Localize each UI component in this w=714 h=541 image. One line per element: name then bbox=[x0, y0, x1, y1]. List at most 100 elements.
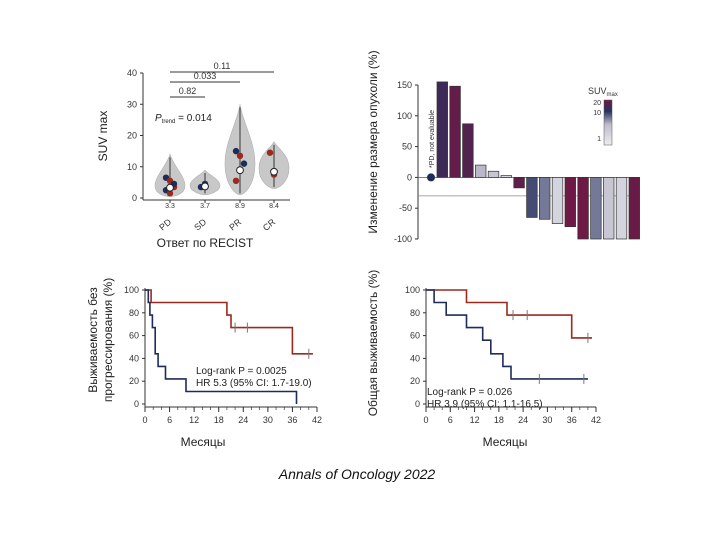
pfs-annotation-line2: HR 5.3 (95% CI: 1.7-19.0) bbox=[196, 378, 312, 389]
p-trend-value: = 0.014 bbox=[175, 113, 212, 124]
waterfall-bar bbox=[475, 164, 487, 178]
violin-y-tick-label: 0 bbox=[132, 193, 137, 203]
waterfall-y-tick-label: 0 bbox=[407, 172, 412, 182]
suv-violin-chart: SUV max Ответ по RECIST Ptrend = 0.014 0… bbox=[96, 61, 290, 250]
waterfall-bar bbox=[551, 177, 564, 224]
p-trend-annotation: Ptrend = 0.014 bbox=[155, 113, 212, 125]
violin-x-tick-label: SD bbox=[192, 217, 208, 233]
violin-point bbox=[240, 160, 248, 167]
km-y-tick-label: 80 bbox=[129, 308, 139, 318]
km-x-tick-label: 30 bbox=[263, 415, 273, 425]
km-x-tick-label: 24 bbox=[238, 415, 248, 425]
waterfall-y-tick-label: -50 bbox=[399, 203, 412, 213]
violin-x-tick-label: PR bbox=[227, 217, 243, 233]
tumor-waterfall-chart: Изменение размера опухоли (%) *PD, not e… bbox=[366, 50, 640, 244]
os-annotation-line2: HR 3.9 (95% CI: 1.1-16.5) bbox=[427, 399, 543, 410]
waterfall-bar bbox=[526, 177, 538, 218]
figure-caption: Annals of Oncology 2022 bbox=[278, 466, 436, 482]
violin-point bbox=[266, 149, 274, 156]
km-x-tick-label: 0 bbox=[423, 415, 428, 425]
waterfall-y-tick-label: 50 bbox=[402, 142, 412, 152]
km-x-tick-label: 6 bbox=[167, 415, 172, 425]
km-y-tick-label: 100 bbox=[405, 285, 420, 295]
os-annotation-line1: Log-rank P = 0.026 bbox=[427, 387, 513, 398]
violin-point bbox=[232, 147, 240, 155]
os-x-title: Месяцы bbox=[483, 435, 528, 449]
waterfall-y-title: Изменение размера опухоли (%) bbox=[366, 50, 380, 233]
suv-legend-tick: 1 bbox=[597, 136, 601, 143]
km-x-tick-label: 0 bbox=[142, 415, 147, 425]
km-x-tick-label: 42 bbox=[591, 415, 601, 425]
km-x-tick-label: 36 bbox=[567, 415, 577, 425]
pfs-x-title: Месяцы bbox=[181, 435, 226, 449]
violin-median-label: 3.3 bbox=[165, 203, 175, 210]
waterfall-bar bbox=[628, 177, 640, 240]
suv-legend-title-main: SUV bbox=[588, 86, 607, 96]
p-trend-label: P bbox=[155, 113, 162, 124]
waterfall-bar bbox=[436, 81, 448, 178]
violin-median-label: 8.9 bbox=[235, 203, 245, 210]
suv-legend-title: SUVmax bbox=[588, 86, 618, 98]
pfs-y-title-line1: Выживаемость без bbox=[86, 287, 100, 393]
pfs-y-title-line2: прогрессирования (%) bbox=[101, 278, 115, 402]
waterfall-y-tick-label: 150 bbox=[397, 80, 412, 90]
suv-legend-tick: 10 bbox=[593, 110, 601, 117]
violin-median-marker bbox=[166, 183, 174, 192]
significance-label: 0.033 bbox=[194, 71, 217, 81]
waterfall-bar bbox=[590, 177, 602, 240]
km-x-tick-label: 18 bbox=[214, 415, 224, 425]
km-y-tick-label: 80 bbox=[410, 308, 420, 318]
os-y-title: Общая выживаемость (%) bbox=[366, 270, 380, 417]
violin-y-tick-label: 40 bbox=[127, 68, 137, 78]
waterfall-bar bbox=[462, 123, 474, 178]
km-x-tick-label: 42 bbox=[312, 415, 322, 425]
waterfall-bar bbox=[615, 177, 628, 240]
waterfall-y-tick-label: -100 bbox=[394, 234, 412, 244]
km-y-tick-label: 40 bbox=[410, 353, 420, 363]
km-y-tick-label: 60 bbox=[129, 331, 139, 341]
pd-not-evaluable-marker bbox=[427, 173, 435, 182]
km-x-tick-label: 24 bbox=[518, 415, 528, 425]
km-x-tick-label: 6 bbox=[448, 415, 453, 425]
waterfall-bar bbox=[449, 85, 461, 178]
pd-note: *PD, not evaluable bbox=[429, 110, 436, 168]
km-x-tick-label: 36 bbox=[287, 415, 297, 425]
km-x-tick-label: 12 bbox=[189, 415, 199, 425]
violin-point bbox=[232, 177, 240, 185]
violin-x-tick-label: CR bbox=[261, 217, 278, 233]
violin-point bbox=[166, 190, 174, 197]
km-y-tick-label: 20 bbox=[410, 376, 420, 386]
km-x-tick-label: 18 bbox=[494, 415, 504, 425]
km-y-tick-label: 40 bbox=[129, 353, 139, 363]
km-curve-red bbox=[426, 289, 592, 339]
pfs-annotation-line1: Log-rank P = 0.0025 bbox=[196, 366, 287, 377]
km-curve-red bbox=[145, 289, 313, 355]
km-y-tick-label: 0 bbox=[415, 399, 420, 409]
violin-x-tick-label: PD bbox=[157, 217, 173, 233]
km-y-tick-label: 100 bbox=[124, 285, 139, 295]
violin-x-title: Ответ по RECIST bbox=[157, 236, 254, 250]
km-x-tick-label: 12 bbox=[470, 415, 480, 425]
km-y-tick-label: 20 bbox=[129, 376, 139, 386]
violin-median-label: 8.4 bbox=[269, 203, 279, 210]
suv-legend-title-sub: max bbox=[607, 92, 618, 98]
violin-point bbox=[236, 152, 244, 160]
violin-y-title: SUV max bbox=[96, 111, 110, 162]
km-y-tick-label: 0 bbox=[134, 399, 139, 409]
waterfall-y-tick-label: 100 bbox=[397, 111, 412, 121]
waterfall-bar bbox=[577, 177, 589, 240]
violin-y-tick-label: 20 bbox=[127, 131, 137, 141]
waterfall-bar bbox=[603, 177, 615, 240]
waterfall-bar bbox=[564, 177, 576, 228]
violin-median-marker bbox=[201, 182, 209, 191]
waterfall-bar bbox=[487, 170, 500, 178]
km-x-tick-label: 30 bbox=[542, 415, 552, 425]
violin-median-marker bbox=[270, 167, 278, 176]
significance-label: 0.11 bbox=[214, 61, 231, 71]
suv-legend-bar bbox=[603, 99, 613, 146]
waterfall-bar bbox=[539, 177, 551, 220]
km-y-tick-label: 60 bbox=[410, 331, 420, 341]
suv-legend-tick: 20 bbox=[593, 100, 601, 107]
os-km-chart: Общая выживаемость (%) Месяцы Log-rank P… bbox=[366, 270, 601, 449]
